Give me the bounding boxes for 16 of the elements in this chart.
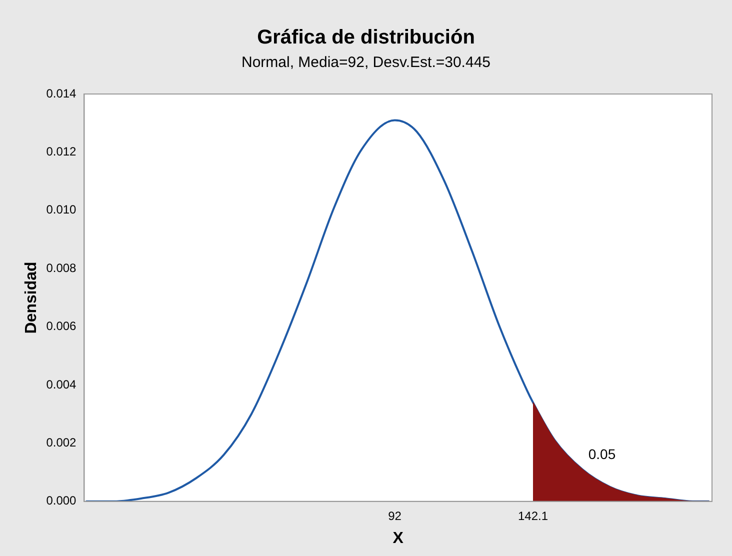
y-tick-label: 0.006: [46, 319, 77, 334]
y-tick-label: 0.008: [46, 260, 77, 275]
y-tick-label: 0.004: [46, 377, 77, 392]
y-tick-label: 0.002: [46, 436, 77, 450]
y-axis-title: Densidad: [23, 262, 40, 334]
y-tick-label: 0.014: [46, 86, 77, 100]
y-tick-label: 0.012: [46, 144, 77, 159]
chart-title: Gráfica de distribución: [257, 26, 475, 49]
chart-subtitle: Normal, Media=92, Desv.Est.=30.445: [241, 54, 491, 72]
line-series: [84, 119, 710, 502]
annotation: 0.05: [588, 446, 616, 462]
y-tick-label: 0.000: [46, 494, 77, 508]
x-tick-label: 92: [388, 508, 402, 523]
x-tick-label: 142.1: [518, 508, 548, 523]
y-tick-label: 0.010: [46, 202, 77, 217]
x-axis-title: X: [392, 530, 404, 547]
